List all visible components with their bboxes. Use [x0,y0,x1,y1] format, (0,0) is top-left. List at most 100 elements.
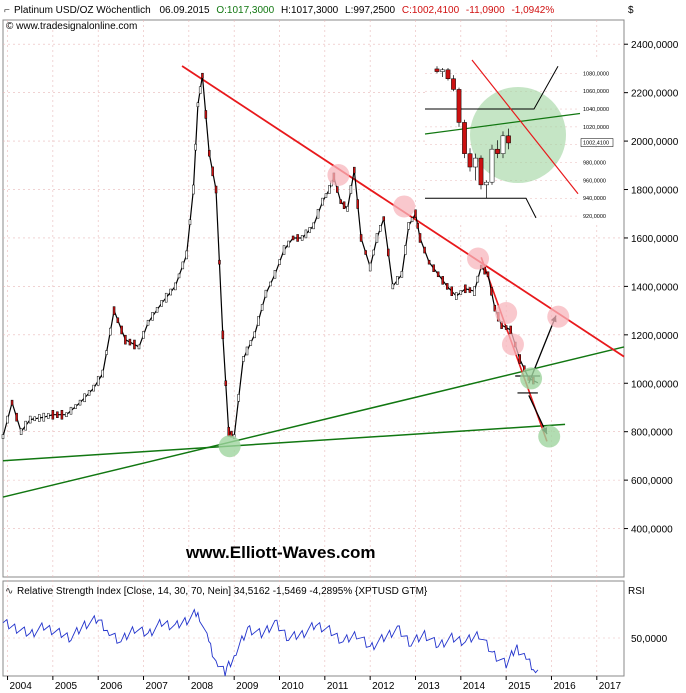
price-candle [414,209,417,218]
price-candle [321,197,324,206]
price-candle [296,234,299,242]
inset-candle [456,89,462,123]
inset-y-label: 940,0000 [583,196,606,202]
y-tick-label: 800,0000 [631,428,673,439]
pink-marker [327,163,350,186]
price-candle [253,331,256,339]
price-candle [379,225,382,232]
price-candle [359,234,363,242]
price-candle [382,216,386,221]
x-tick-label: 2007 [146,681,169,692]
price-candle [312,222,315,230]
price-candle [464,284,467,294]
price-candle [188,219,192,225]
green-marker [218,435,241,458]
price-candle [237,394,240,402]
price-candle [133,339,136,350]
inset-lower-path [517,197,537,219]
inset-candle [473,157,478,168]
price-candle [65,412,68,417]
price-candle [101,369,104,378]
price-candle [282,245,286,255]
y-axis-ticks: 400,0000 600,0000 800,0000 1000,0000 1200,00… [624,40,679,536]
y-tick-label: 2200,0000 [631,89,679,100]
price-candle [33,416,36,422]
price-candle [164,292,168,303]
rsi-wave-icon: ∿ [5,586,13,597]
inset-candle [506,135,511,144]
rsi-line [2,608,539,677]
x-tick-label: 2014 [463,681,486,692]
price-candle [51,409,55,420]
price-candle [269,281,272,287]
price-candle [368,262,372,272]
price-candle [196,102,200,108]
price-series [1,72,539,439]
inset-y-label: 960,0000 [583,178,606,184]
pink-marker [501,333,524,356]
low-value: L:997,2500 [345,5,395,16]
price-candle [128,338,132,346]
inset-candle [445,69,451,79]
x-tick-label: 2008 [191,681,214,692]
price-candle [486,271,490,278]
price-candle [278,259,281,265]
inset-candle [434,68,440,72]
y-tick-label: 400,0000 [631,525,673,536]
price-candle [6,415,9,424]
price-candle [441,276,444,285]
price-candle [287,240,290,248]
x-tick-label: 2004 [10,681,33,692]
price-candle [142,331,145,339]
currency-label: $ [628,5,634,16]
open-value: O:1017,3000 [216,5,274,16]
price-candle [181,261,185,270]
price-candle [291,235,295,241]
inset-price-label: 1002,4100 [583,141,609,147]
y-tick-label: 2000,0000 [631,137,679,148]
price-candle [396,276,399,285]
chart-menu-icon[interactable]: ⌐ [4,5,10,16]
price-candle [1,434,5,439]
inset-upper-path [517,65,559,110]
price-candle [416,223,420,229]
price-candle [105,350,108,355]
price-candle [375,233,379,243]
inset-price-box [580,138,614,147]
rsi-axis-label: RSI [628,586,645,597]
price-candle [207,149,211,157]
price-candle [10,399,14,406]
price-candle [19,428,23,435]
price-candle [137,344,141,350]
price-candle [427,259,431,265]
pink-marker [495,302,518,325]
price-candle [116,317,120,324]
price-candle [372,249,375,256]
price-candle [410,217,414,223]
price-candle [353,166,356,174]
price-candle [92,384,95,392]
x-tick-label: 2010 [282,681,305,692]
rsi-y-label: 50,0000 [631,634,668,645]
x-tick-label: 2009 [236,681,259,692]
price-candle [364,250,367,255]
price-candle [308,227,311,233]
price-candle [87,390,91,396]
price-candle [257,316,260,326]
price-candle [185,250,188,260]
price-candle [15,412,18,422]
x-axis-ticks: 2004 2005 2006 2007 2008 2009 2010 2011 2012 2013… [7,676,621,692]
inset-candle [467,153,473,168]
price-candle [42,412,46,422]
price-candle [177,273,181,279]
x-tick-label: 2012 [372,681,395,692]
price-candle [38,414,41,422]
price-candle [436,271,440,278]
price-candle [260,304,264,311]
svg-text:Platinum USD/OZ Wöchentlich: Platinum USD/OZ Wöchentlich 06.09.2015 O… [14,5,554,16]
price-candle [78,399,82,406]
price-candle [74,404,77,409]
price-candle [336,186,339,193]
price-candle [493,304,497,312]
price-candle [455,292,458,300]
